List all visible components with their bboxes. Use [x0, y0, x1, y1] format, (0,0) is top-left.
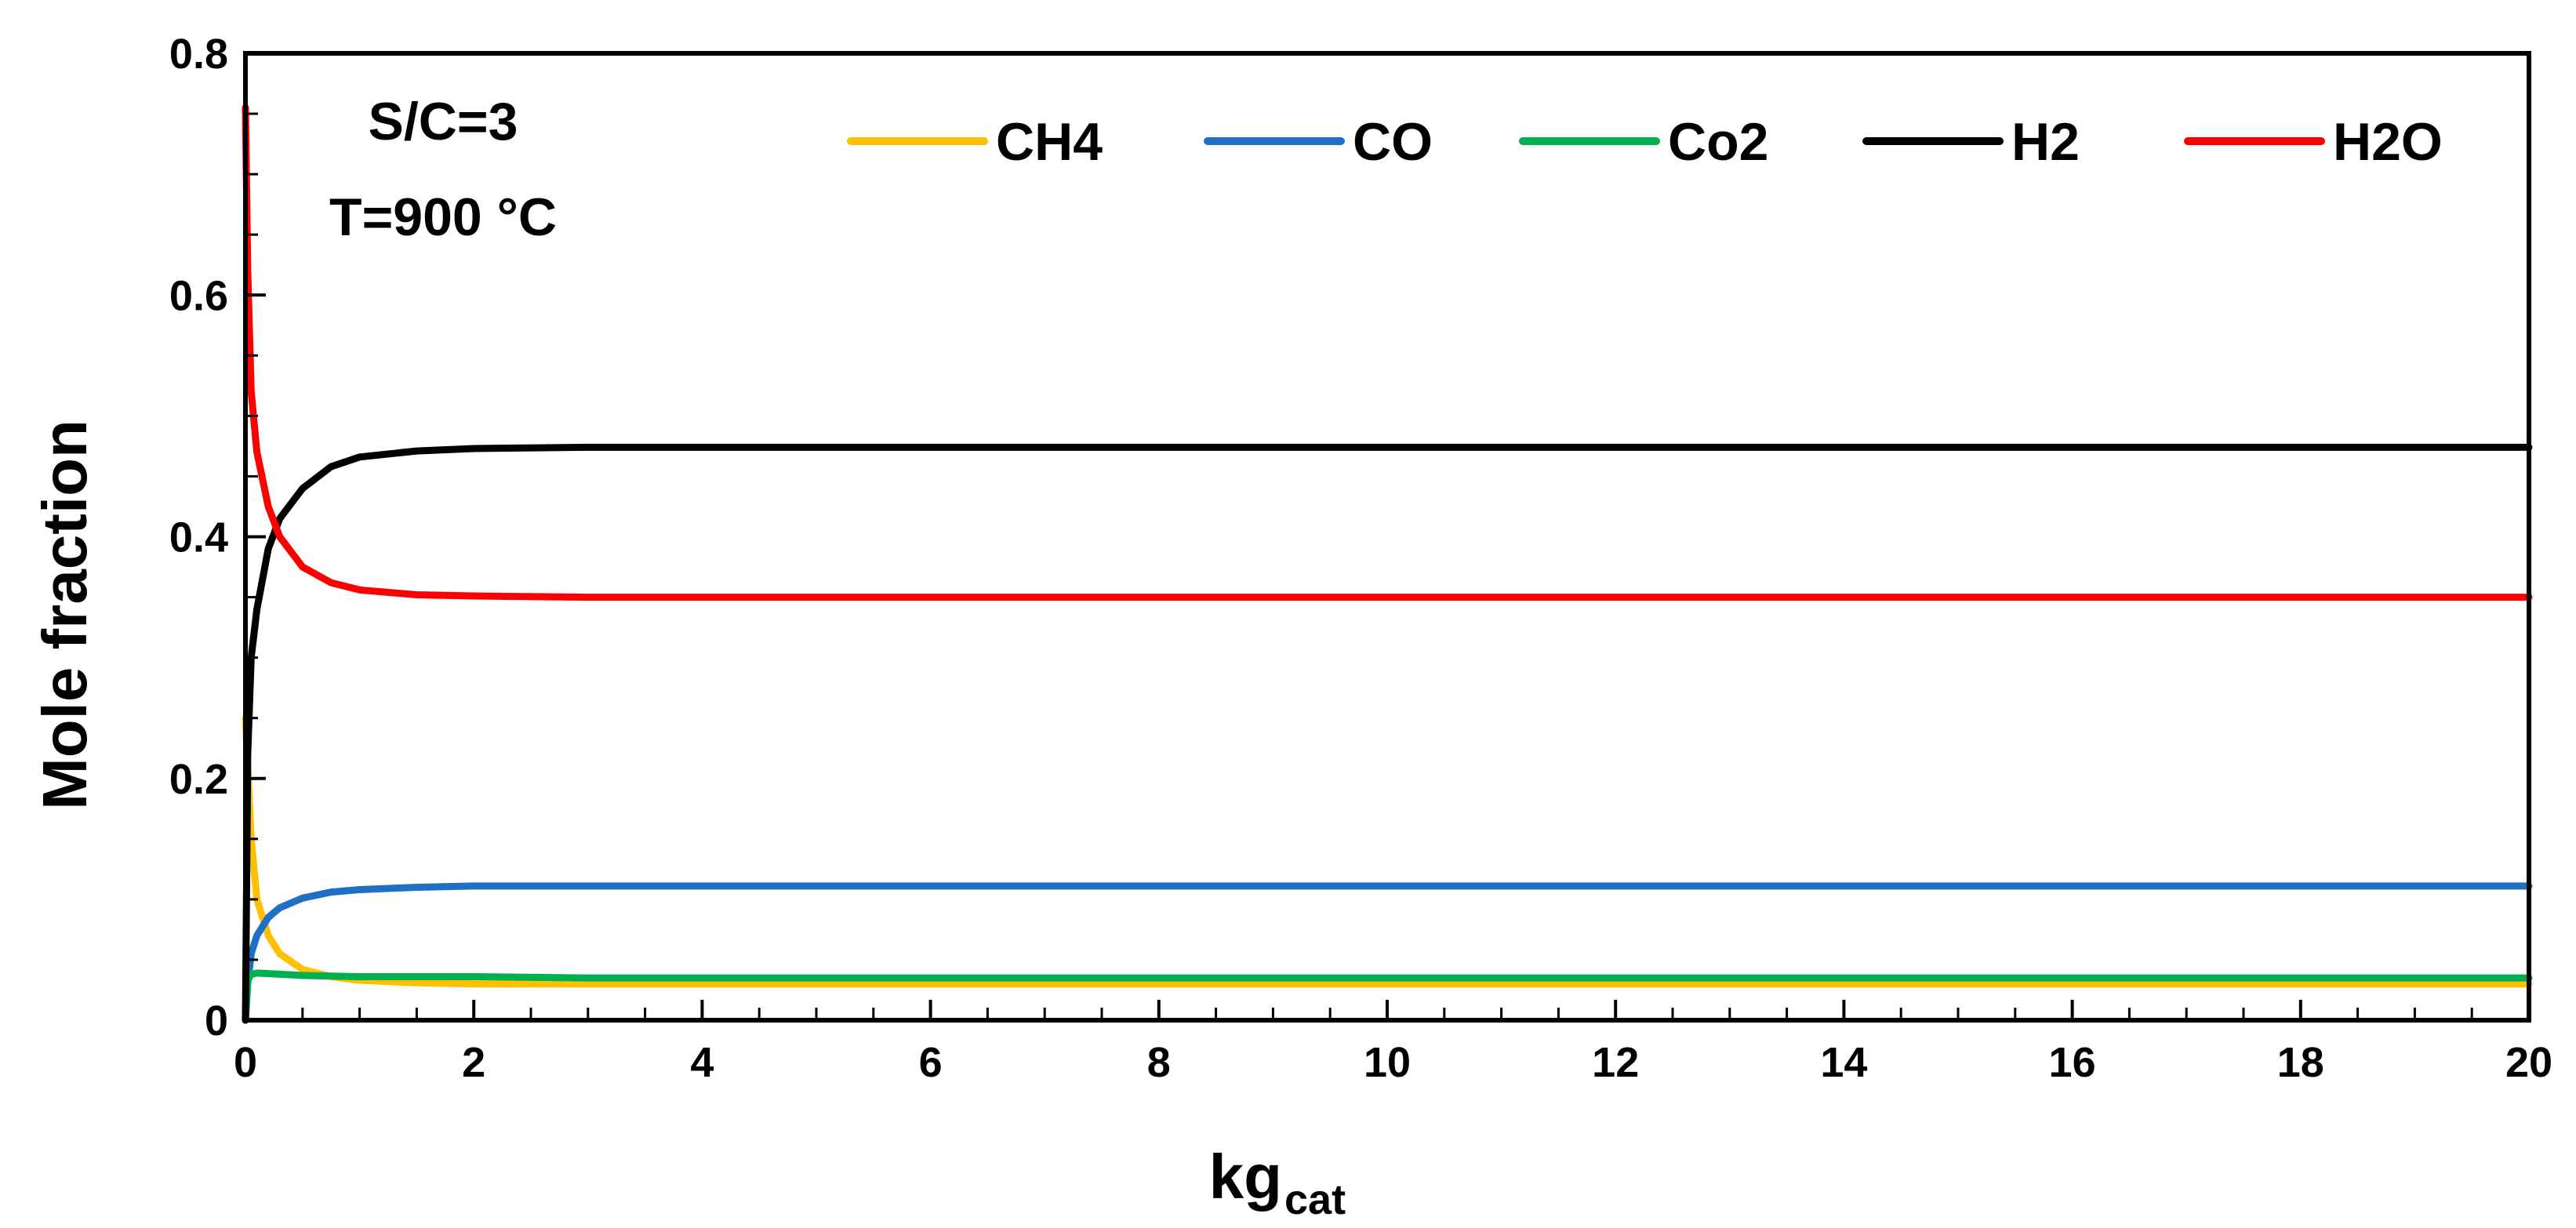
x-tick-label: 4 — [690, 1039, 714, 1086]
ticks-layer: 0 2 4 6 8 10 12 14 16 18 20 0 0.2 0.4 0.6 0.8 — [169, 31, 2552, 1086]
series-line-co2 — [242, 969, 2533, 1024]
series-line-h2o — [242, 104, 2533, 601]
legend-label-h2o: H2O — [2333, 112, 2443, 172]
legend: CH4 CO Co2 H2 H2O — [847, 112, 2443, 172]
x-axis-label-subscript: cat — [1284, 1176, 1346, 1223]
x-tick-label: 14 — [1820, 1039, 1867, 1086]
y-tick-label: 0.6 — [169, 272, 228, 319]
series-line-co — [242, 882, 2533, 1024]
x-tick-label: 0 — [234, 1039, 257, 1086]
x-tick-label: 16 — [2049, 1039, 2096, 1086]
y-tick-label: 0.2 — [169, 756, 228, 803]
x-tick-label: 18 — [2277, 1039, 2324, 1086]
y-tick-label: 0.4 — [169, 514, 228, 561]
y-tick-label: 0.8 — [169, 31, 228, 78]
legend-label-h2: H2 — [2011, 112, 2080, 172]
y-axis-label: Mole fraction — [30, 420, 100, 810]
x-tick-label: 2 — [462, 1039, 485, 1086]
legend-label-ch4: CH4 — [996, 112, 1103, 172]
y-tick-label: 0 — [205, 997, 228, 1045]
x-tick-label: 6 — [919, 1039, 943, 1086]
x-tick-label: 8 — [1147, 1039, 1171, 1086]
x-tick-label: 20 — [2505, 1039, 2552, 1086]
annotation-temperature: T=900 °C — [329, 187, 557, 247]
legend-label-co: CO — [1353, 112, 1433, 172]
x-axis-label: kg — [1209, 1142, 1282, 1212]
series-layer — [242, 104, 2533, 1024]
annotation-sc: S/C=3 — [369, 92, 518, 151]
x-tick-label: 12 — [1592, 1039, 1639, 1086]
x-tick-label: 10 — [1364, 1039, 1411, 1086]
legend-label-co2: Co2 — [1668, 112, 1768, 172]
series-line-h2 — [242, 443, 2533, 1024]
